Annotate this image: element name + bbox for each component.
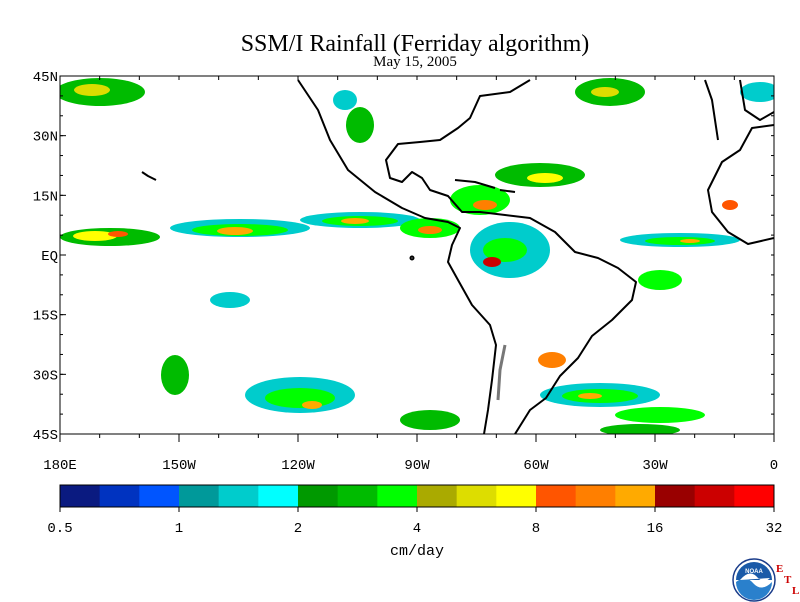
logo-letter-e: E	[776, 563, 783, 575]
latitude-axis: 45N 30N 15N EQ 15S 30S 45S	[33, 70, 774, 444]
colorbar-swatch	[655, 485, 696, 507]
colorbar-swatch	[337, 485, 378, 507]
lon-tick-label: 180E	[43, 458, 77, 474]
colorbar-swatch	[139, 485, 180, 507]
lon-tick-label: 120W	[281, 458, 315, 474]
lat-tick-label: 15S	[33, 309, 58, 325]
lat-tick-label: 30N	[33, 130, 58, 146]
lat-tick-label: 45S	[33, 428, 58, 444]
colorbar-swatch	[536, 485, 577, 507]
noaa-logo-text: NOAA	[745, 569, 763, 575]
andes-terrain	[496, 344, 507, 401]
colorbar-swatch	[734, 485, 775, 507]
colorbar-unit-label: cm/day	[390, 543, 444, 560]
colorbar-tick-label: 32	[766, 521, 783, 537]
lat-tick-label: 30S	[33, 368, 58, 384]
colorbar-swatch	[417, 485, 458, 507]
colorbar: 0.5 1 2 4 8 16 32	[47, 484, 783, 537]
lat-tick-label: 15N	[33, 189, 58, 205]
coastlines	[141, 79, 774, 434]
rainfall-field	[60, 78, 774, 434]
colorbar-swatch	[694, 485, 735, 507]
longitude-axis: 180E 150W 120W 90W 60W 30W 0	[43, 76, 778, 474]
colorbar-swatch	[218, 485, 259, 507]
map-subtitle: May 15, 2005	[373, 54, 457, 70]
colorbar-swatch	[377, 485, 418, 507]
colorbar-swatch	[298, 485, 339, 507]
colorbar-swatch	[575, 485, 616, 507]
lon-tick-label: 150W	[162, 458, 196, 474]
noaa-logo-icon: NOAA	[732, 558, 776, 602]
lon-tick-label: 30W	[642, 458, 668, 474]
colorbar-tick-label: 1	[175, 521, 183, 537]
lon-tick-label: 60W	[523, 458, 549, 474]
colorbar-tick-label: 0.5	[47, 521, 72, 537]
colorbar-swatch	[179, 485, 220, 507]
colorbar-swatch	[258, 485, 299, 507]
map-title: SSM/I Rainfall (Ferriday algorithm)	[240, 31, 590, 57]
colorbar-swatch	[99, 485, 140, 507]
colorbar-swatch	[456, 485, 497, 507]
colorbar-tick-label: 8	[532, 521, 540, 537]
colorbar-tick-label: 16	[647, 521, 664, 537]
lon-tick-label: 90W	[404, 458, 430, 474]
colorbar-tick-label: 2	[294, 521, 302, 537]
colorbar-swatch	[60, 485, 101, 507]
colorbar-swatch	[615, 485, 656, 507]
logo-letter-l: L	[792, 585, 799, 597]
colorbar-tick-label: 4	[413, 521, 421, 537]
lat-tick-label: 45N	[33, 70, 58, 86]
logo-letter-t: T	[784, 574, 792, 586]
colorbar-swatch	[496, 485, 537, 507]
lon-tick-label: 0	[770, 458, 778, 474]
lat-tick-label: EQ	[41, 249, 58, 265]
